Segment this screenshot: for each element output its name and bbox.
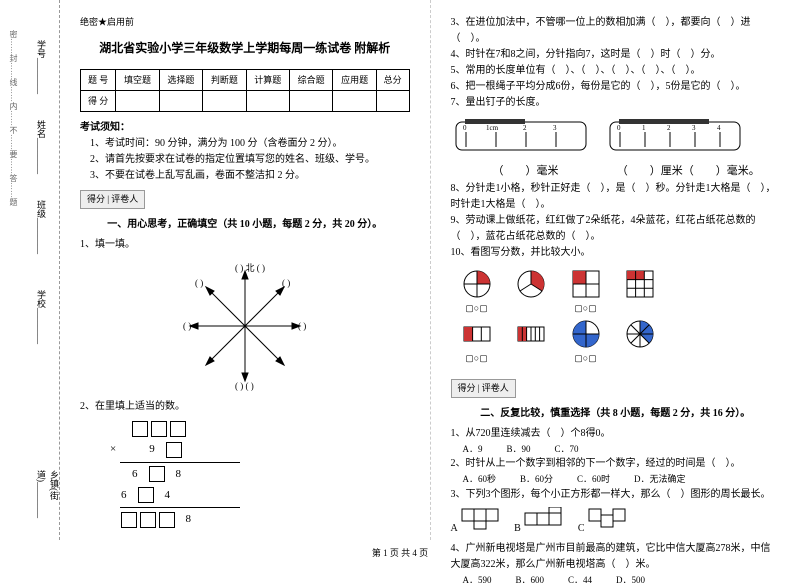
exam-title: 湖北省实验小学三年级数学上学期每周一练试卷 附解析 [80, 39, 410, 58]
notice-item: 3、不要在试卷上乱写乱画，卷面不整洁扣 2 分。 [80, 168, 410, 184]
svg-text:3: 3 [553, 124, 557, 132]
svg-text:( ) ( ): ( ) ( ) [235, 381, 254, 391]
q10-text: 10、看图写分数，并比较大小。 [451, 245, 781, 261]
score-row-label: 得 分 [81, 90, 116, 111]
score-cell [333, 90, 376, 111]
fraction-diagrams: ▢○▢ ▢○▢ ▢○▢ ▢○▢ [451, 267, 781, 368]
ruler-caption-r: （ ）厘米（ ）毫米。 [603, 163, 773, 181]
svg-text:( ): ( ) [195, 278, 203, 288]
section-badge: 得分 | 评卷人 [80, 190, 145, 208]
s2-q2-opts: A．60秒B．60分C．60时D．无法确定 [451, 472, 781, 486]
binding-label-name: 姓名________ [35, 120, 48, 174]
svg-text:4: 4 [717, 124, 721, 132]
s2-q3: 3、下列3个图形，每个小正方形都一样大，那么（ ）图形的周长最长。 [451, 487, 781, 503]
svg-text:0: 0 [463, 124, 467, 132]
binding-label-town: 乡镇(街道)________ [35, 470, 61, 540]
secrecy-header: 绝密★启用前 [80, 15, 410, 29]
ruler-1: 0 1cm 2 3 [451, 117, 591, 157]
svg-text:3: 3 [692, 124, 696, 132]
s2-q1-opts: A．9B．90C．70 [451, 442, 781, 456]
svg-text:1: 1 [642, 124, 646, 132]
score-header: 题 号 [81, 69, 116, 90]
score-cell [289, 90, 332, 111]
page-footer: 第 1 页 共 4 页 [0, 546, 800, 559]
s2-q2: 2、时针从上一个数字到相邻的下一个数字，经过的时间是（ ）。 [451, 456, 781, 472]
svg-text:2: 2 [523, 124, 527, 132]
score-header: 判断题 [203, 69, 246, 90]
svg-text:( ): ( ) [183, 321, 191, 331]
score-table: 题 号 填空题 选择题 判断题 计算题 综合题 应用题 总分 得 分 [80, 69, 410, 113]
section2-title: 二、反复比较，慎重选择（共 8 小题，每题 2 分，共 16 分）。 [451, 406, 781, 422]
score-cell [203, 90, 246, 111]
notice-item: 2、请首先按要求在试卷的指定位置填写您的姓名、班级、学号。 [80, 152, 410, 168]
score-header: 综合题 [289, 69, 332, 90]
q1-text: 1、填一填。 [80, 237, 410, 253]
seal-line-text: 密……封……线……内……不……要……答……题 [8, 30, 19, 206]
q6-text: 6、把一根绳子平均分成6份，每份是它的（ ），5份是它的（ ）。 [451, 79, 781, 95]
svg-text:2: 2 [667, 124, 671, 132]
q9-text: 9、劳动课上做纸花，红红做了2朵纸花，4朵蓝花，红花占纸花总数的（ ），蓝花占纸… [451, 213, 781, 245]
s2-q3-shapes: A B C [451, 507, 781, 537]
section2-badge: 得分 | 评卷人 [451, 379, 516, 397]
compass-diagram: ( ) 北 ( ) ( ) ( ) ( ) ( ) ( ) ( ) [180, 261, 310, 391]
q2-math: × 9 6 8 6 4 8 [110, 421, 410, 529]
score-cell [376, 90, 409, 111]
svg-text:( ): ( ) [298, 321, 306, 331]
q5-text: 5、常用的长度单位有（ ）、（ ）、（ ）、（ ）、（ ）。 [451, 63, 781, 79]
score-header: 填空题 [116, 69, 159, 90]
binding-label-class: 班级________ [35, 200, 48, 254]
svg-text:( ) 北 ( ): ( ) 北 ( ) [235, 263, 265, 273]
score-header: 总分 [376, 69, 409, 90]
score-cell [116, 90, 159, 111]
svg-text:0: 0 [617, 124, 621, 132]
left-column: 绝密★启用前 湖北省实验小学三年级数学上学期每周一练试卷 附解析 题 号 填空题… [60, 0, 431, 540]
q8-text: 8、分针走1小格，秒针正好走（ ），是（ ）秒。分针走1大格是（ ），时针走1大… [451, 181, 781, 213]
score-header: 应用题 [333, 69, 376, 90]
score-header: 选择题 [159, 69, 202, 90]
svg-text:1cm: 1cm [486, 124, 499, 132]
q3-text: 3、在进位加法中，不管哪一位上的数相加满（ ），都要向（ ）进（ ）。 [451, 15, 781, 47]
q4-text: 4、时针在7和8之间，分针指向7，这时是（ ）时（ ）分。 [451, 47, 781, 63]
q2-text: 2、在里填上适当的数。 [80, 399, 410, 415]
s2-q1: 1、从720里连续减去（ ）个8得0。 [451, 426, 781, 442]
binding-margin: 学号________ 姓名________ 班级________ 学校_____… [0, 0, 60, 540]
s2-q4-opts: A．590B．600C．44D．500 [451, 573, 781, 587]
binding-label-id: 学号________ [35, 40, 48, 94]
svg-text:( ): ( ) [282, 278, 290, 288]
ruler-caption-l: （ ）毫米 [451, 163, 601, 181]
score-cell [159, 90, 202, 111]
score-cell [246, 90, 289, 111]
q7-text: 7、量出钉子的长度。 [451, 95, 781, 111]
right-column: 3、在进位加法中，不管哪一位上的数相加满（ ），都要向（ ）进（ ）。 4、时针… [431, 0, 800, 540]
ruler-2: 0 1 2 3 4 [605, 117, 745, 157]
section1-title: 一、用心思考，正确填空（共 10 小题，每题 2 分，共 20 分）。 [80, 217, 410, 233]
score-header: 计算题 [246, 69, 289, 90]
notice-head: 考试须知： [80, 120, 410, 136]
binding-label-school: 学校________ [35, 290, 48, 344]
notice-item: 1、考试时间：90 分钟，满分为 100 分（含卷面分 2 分）。 [80, 136, 410, 152]
